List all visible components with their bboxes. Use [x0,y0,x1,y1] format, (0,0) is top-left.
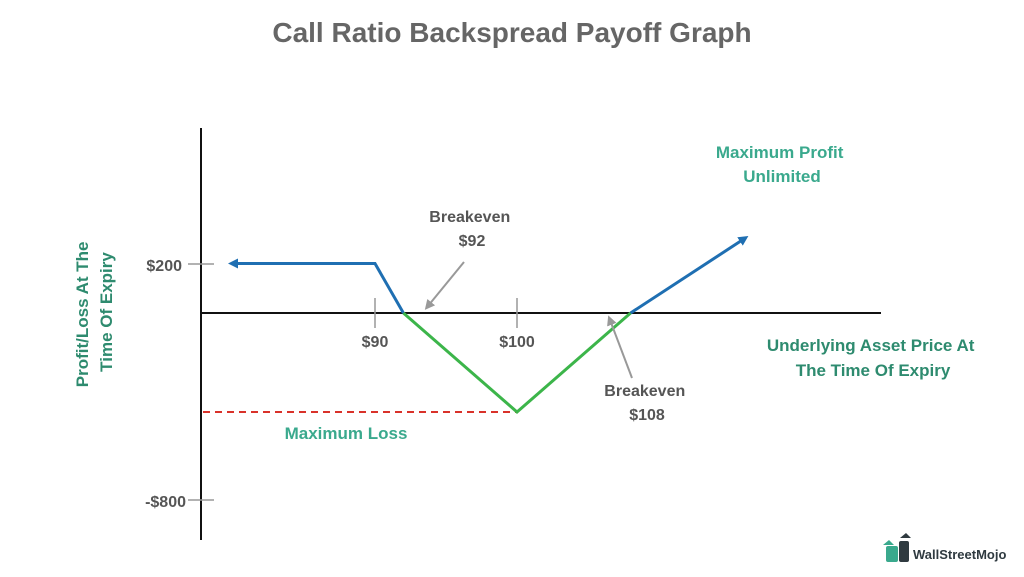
breakeven-low-label: Breakeven $92 [429,209,514,250]
x-tick-label-90: $90 [362,334,389,351]
x-tick-label-100: $100 [499,334,535,351]
brand-name: WallStreetMojo [913,547,1006,562]
breakeven-low-pointer [424,261,465,310]
bull-icon [883,533,911,562]
y-tick-label-200: $200 [146,258,182,275]
max-profit-label: Maximum Profit Unlimited [716,143,848,186]
payoff-segment-right [629,236,749,315]
wallstreetmojo-logo: WallStreetMojo [883,533,1006,562]
payoff-segment-loss [402,311,632,414]
max-loss-label: Maximum Loss [285,424,408,443]
payoff-segment-left [228,258,405,314]
breakeven-high-pointer [607,315,633,379]
y-tick-label-neg800: -$800 [145,494,186,511]
breakeven-high-label: Breakeven $108 [604,383,689,424]
y-axis-title: Profit/Loss At The Time Of Expiry [73,237,116,388]
x-axis-title: Underlying Asset Price At The Time Of Ex… [767,336,979,380]
chart-title: Call Ratio Backspread Payoff Graph [272,17,751,48]
